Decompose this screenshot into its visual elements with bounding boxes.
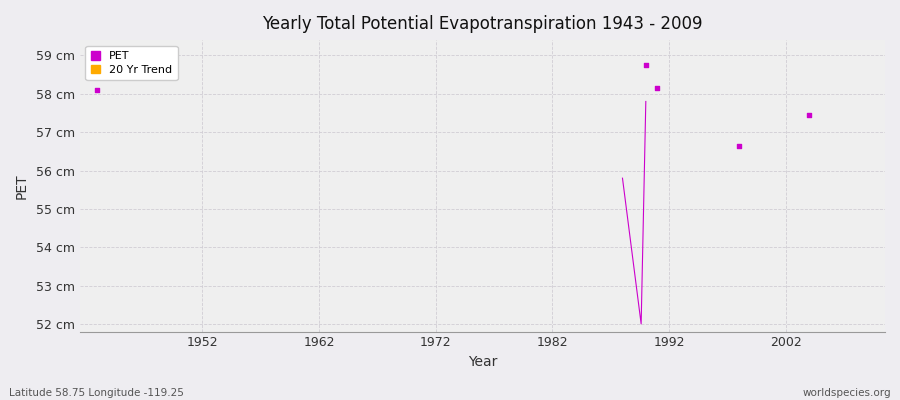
Point xyxy=(802,112,816,118)
X-axis label: Year: Year xyxy=(468,355,497,369)
Point xyxy=(651,85,665,91)
Title: Yearly Total Potential Evapotranspiration 1943 - 2009: Yearly Total Potential Evapotranspiratio… xyxy=(262,15,703,33)
Text: worldspecies.org: worldspecies.org xyxy=(803,388,891,398)
Point xyxy=(639,62,653,68)
Point xyxy=(732,142,746,149)
Text: Latitude 58.75 Longitude -119.25: Latitude 58.75 Longitude -119.25 xyxy=(9,388,184,398)
Legend: PET, 20 Yr Trend: PET, 20 Yr Trend xyxy=(86,46,177,80)
Y-axis label: PET: PET xyxy=(15,173,29,199)
Point xyxy=(90,87,104,93)
